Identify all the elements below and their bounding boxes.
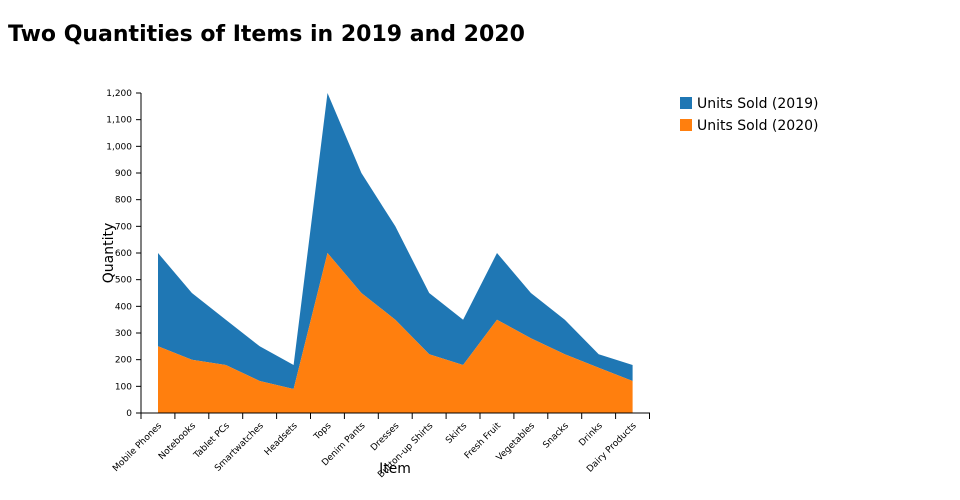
y-tick-label: 100 [115, 382, 132, 392]
x-tick-label: Dresses [369, 421, 401, 453]
y-tick-label: 1,200 [106, 89, 132, 99]
y-tick-label: 1,100 [106, 116, 132, 126]
legend: Units Sold (2019) Units Sold (2020) [680, 96, 818, 134]
y-axis-title: Quantity [101, 223, 117, 284]
y-tick-label: 1,000 [106, 142, 132, 152]
y-tick-label: 500 [115, 276, 132, 286]
y-tick-label: 300 [115, 329, 132, 339]
y-tick-label: 200 [115, 356, 132, 366]
x-tick-label: Snacks [541, 421, 571, 451]
y-tick-label: 0 [126, 409, 132, 419]
legend-label: Units Sold (2019) [697, 96, 818, 112]
y-tick-label: 800 [115, 196, 132, 206]
y-tick-label: 600 [115, 249, 132, 259]
area-layer [158, 93, 633, 413]
y-tick-label: 400 [115, 302, 132, 312]
x-tick-label: Notebooks [157, 421, 198, 462]
legend-label: Units Sold (2020) [697, 118, 818, 134]
x-tick-label: Tops [312, 421, 334, 443]
legend-swatch [680, 119, 692, 131]
chart-title: Two Quantities of Items in 2019 and 2020 [8, 22, 525, 47]
y-tick-label: 700 [115, 222, 132, 232]
x-axis-title: Item [379, 461, 411, 477]
y-tick-label: 900 [115, 169, 132, 179]
area-units-sold-2020 [158, 253, 633, 413]
x-tick-label: Mobile Phones [111, 421, 164, 474]
area-units-sold-2019 [158, 93, 633, 389]
x-tick-label: Drinks [577, 421, 605, 449]
legend-swatch [680, 97, 692, 109]
x-tick-label: Headsets [263, 421, 300, 458]
x-tick-label: Skirts [444, 421, 469, 446]
